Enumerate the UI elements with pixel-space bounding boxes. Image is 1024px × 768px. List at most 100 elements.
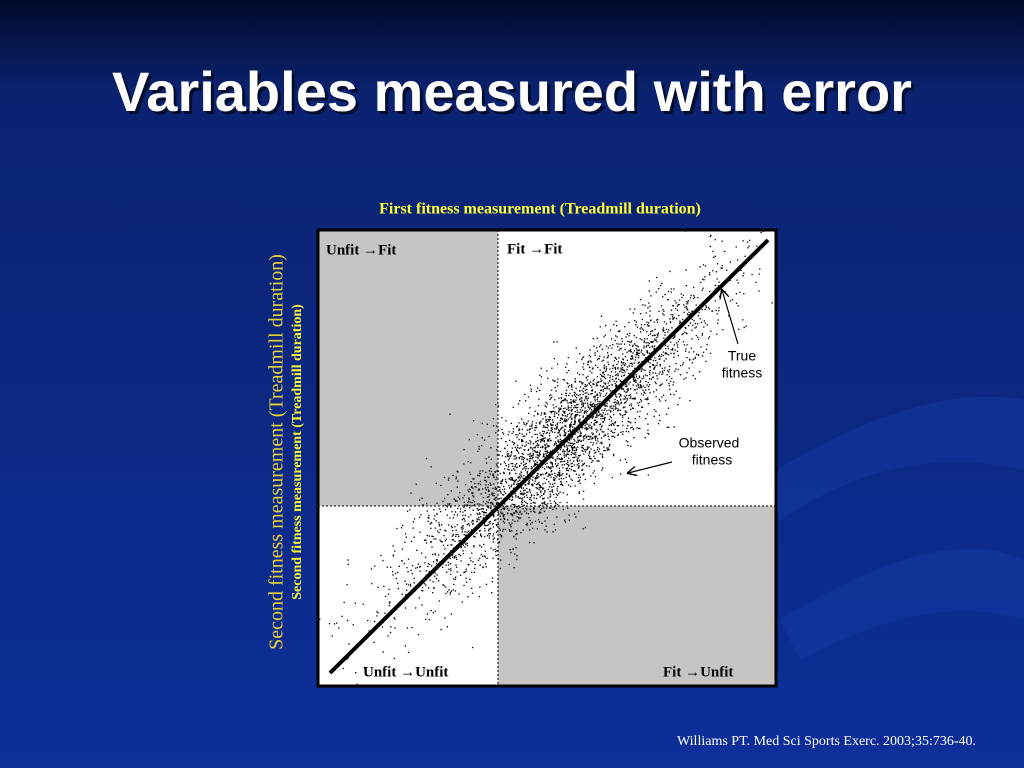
scatter-dot	[615, 378, 617, 380]
scatter-dot	[510, 513, 512, 515]
scatter-dot	[604, 450, 606, 452]
scatter-dot	[443, 553, 445, 555]
scatter-dot	[601, 453, 604, 455]
scatter-dot	[529, 498, 531, 501]
scatter-dot	[581, 446, 583, 448]
scatter-dot	[624, 356, 627, 358]
scatter-dot	[581, 469, 583, 471]
scatter-dot	[560, 401, 562, 403]
scatter-dot	[534, 427, 536, 429]
scatter-dot	[678, 303, 680, 306]
scatter-dot	[596, 394, 599, 396]
scatter-dot	[582, 447, 584, 450]
scatter-dot	[510, 477, 512, 479]
scatter-dot	[436, 502, 438, 504]
scatter-dot	[566, 460, 569, 462]
scatter-dot	[494, 497, 496, 499]
scatter-dot	[500, 497, 502, 499]
scatter-dot	[565, 481, 568, 483]
scatter-dot	[538, 481, 540, 484]
scatter-dot	[629, 381, 631, 383]
scatter-dot	[513, 483, 515, 486]
scatter-dot	[423, 583, 426, 585]
scatter-dot	[564, 407, 566, 409]
scatter-dot	[501, 480, 503, 482]
scatter-dot	[504, 503, 506, 505]
scatter-dot	[617, 361, 619, 363]
scatter-dot	[478, 595, 480, 598]
scatter-dot	[661, 367, 663, 369]
scatter-dot	[665, 348, 667, 350]
scatter-dot	[519, 477, 521, 479]
scatter-dot	[576, 404, 578, 406]
scatter-dot	[594, 352, 596, 354]
scatter-dot	[624, 348, 626, 351]
scatter-dot	[537, 519, 540, 521]
scatter-dot	[457, 507, 459, 510]
scatter-dot	[522, 459, 524, 461]
scatter-dot	[493, 505, 495, 507]
scatter-dot	[530, 455, 532, 457]
scatter-dot	[533, 465, 535, 467]
scatter-dot	[604, 434, 607, 437]
scatter-dot	[495, 499, 497, 501]
scatter-dot	[451, 544, 453, 546]
scatter-dot	[525, 467, 527, 470]
scatter-dot	[455, 566, 458, 568]
scatter-dot	[583, 368, 585, 370]
scatter-dot	[556, 412, 558, 414]
scatter-dot	[613, 431, 616, 434]
scatter-dot	[444, 617, 446, 619]
scatter-dot	[480, 534, 482, 537]
scatter-dot	[578, 491, 580, 493]
scatter-dot	[709, 245, 711, 248]
scatter-dot	[502, 530, 504, 532]
scatter-dot	[397, 588, 400, 590]
scatter-dot	[574, 417, 576, 419]
scatter-dot	[377, 612, 379, 614]
scatter-dot	[536, 443, 538, 445]
scatter-dot	[713, 256, 715, 258]
scatter-dot	[432, 592, 434, 594]
scatter-dot	[579, 479, 581, 481]
scatter-dot	[517, 450, 519, 452]
scatter-dot	[585, 397, 588, 400]
scatter-dot	[528, 429, 530, 431]
scatter-dot	[570, 438, 572, 440]
scatter-dot	[450, 569, 452, 572]
scatter-dot	[638, 404, 640, 406]
scatter-dot	[553, 358, 555, 360]
scatter-dot	[652, 364, 654, 366]
scatter-dot	[362, 603, 364, 605]
scatter-dot	[574, 443, 576, 445]
scatter-dot	[422, 590, 424, 592]
scatter-dot	[654, 328, 656, 330]
scatter-dot	[535, 476, 537, 478]
scatter-dot	[418, 516, 421, 518]
scatter-dot	[660, 384, 662, 386]
scatter-dot	[607, 356, 609, 358]
scatter-dot	[468, 523, 470, 525]
scatter-dot	[554, 458, 556, 461]
scatter-dot	[582, 393, 584, 396]
scatter-dot	[626, 333, 628, 335]
scatter-dot	[659, 400, 661, 402]
scatter-dot	[463, 501, 465, 503]
scatter-dot	[645, 380, 647, 383]
scatter-dot	[631, 356, 634, 358]
scatter-dot	[582, 474, 584, 476]
scatter-dot	[695, 353, 698, 355]
scatter-dot	[619, 473, 622, 475]
scatter-dot	[513, 455, 515, 457]
scatter-dot	[571, 385, 573, 387]
scatter-dot	[533, 460, 535, 462]
scatter-dot	[473, 504, 476, 506]
scatter-dot	[664, 331, 666, 334]
scatter-dot	[583, 453, 585, 455]
scatter-dot	[655, 410, 657, 413]
scatter-dot	[529, 492, 532, 494]
scatter-dot	[516, 533, 518, 535]
scatter-dot	[511, 513, 513, 515]
scatter-dot	[667, 298, 669, 301]
scatter-dot	[547, 446, 549, 448]
